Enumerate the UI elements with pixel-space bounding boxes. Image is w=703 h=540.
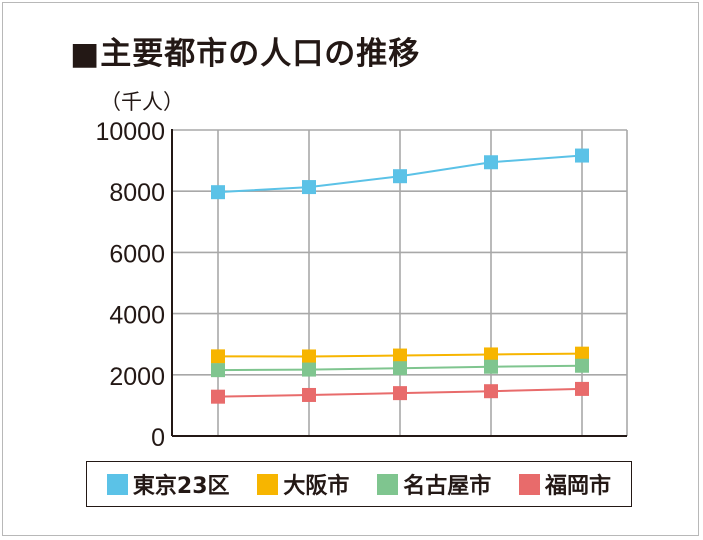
data-point-s0-p1 xyxy=(302,180,316,195)
legend-swatch xyxy=(106,473,128,495)
data-point-s1-p0 xyxy=(211,349,225,364)
y-tick-label: 2000 xyxy=(109,363,165,391)
legend-swatch xyxy=(377,473,399,495)
legend-item-2: 名古屋市 xyxy=(377,468,491,500)
legend-swatch xyxy=(257,473,279,495)
y-tick-label: 8000 xyxy=(109,179,165,207)
legend-item-0: 東京23区 xyxy=(106,468,230,500)
data-point-s0-p3 xyxy=(484,155,498,170)
data-point-s1-p2 xyxy=(393,348,407,363)
y-tick-label: 6000 xyxy=(109,240,165,268)
chart-legend: 東京23区 大阪市 名古屋市 福岡市 xyxy=(86,461,632,507)
data-point-s1-p4 xyxy=(575,346,589,361)
legend-item-1: 大阪市 xyxy=(257,468,349,500)
legend-label: 大阪市 xyxy=(283,474,350,499)
legend-item-3: 福岡市 xyxy=(519,468,611,500)
data-point-s3-p2 xyxy=(393,386,407,401)
data-point-s1-p1 xyxy=(302,349,316,364)
data-point-s2-p4 xyxy=(575,358,589,373)
data-point-s3-p3 xyxy=(484,384,498,399)
data-point-s0-p4 xyxy=(575,148,589,163)
y-axis-unit-label: （千人） xyxy=(100,90,184,114)
data-point-s2-p0 xyxy=(211,363,225,378)
title-marker-square: ■ xyxy=(70,36,101,72)
data-point-s0-p2 xyxy=(393,169,407,184)
y-tick-label: 4000 xyxy=(109,302,165,330)
data-point-s2-p3 xyxy=(484,359,498,374)
legend-label: 東京23区 xyxy=(132,474,230,499)
legend-label: 福岡市 xyxy=(545,474,612,499)
data-point-s2-p2 xyxy=(393,361,407,376)
chart-title: ■主要都市の人口の推移 xyxy=(70,28,420,73)
data-point-s0-p0 xyxy=(211,185,225,200)
chart-title-text: 主要都市の人口の推移 xyxy=(100,36,421,72)
data-point-s3-p4 xyxy=(575,381,589,396)
y-tick-label: 0 xyxy=(151,424,165,452)
legend-label: 名古屋市 xyxy=(403,474,492,499)
y-tick-label: 10000 xyxy=(95,118,165,146)
data-point-s2-p1 xyxy=(302,362,316,377)
data-point-s3-p1 xyxy=(302,387,316,402)
data-point-s3-p0 xyxy=(211,389,225,404)
data-point-s1-p3 xyxy=(484,347,498,362)
legend-swatch xyxy=(519,473,541,495)
